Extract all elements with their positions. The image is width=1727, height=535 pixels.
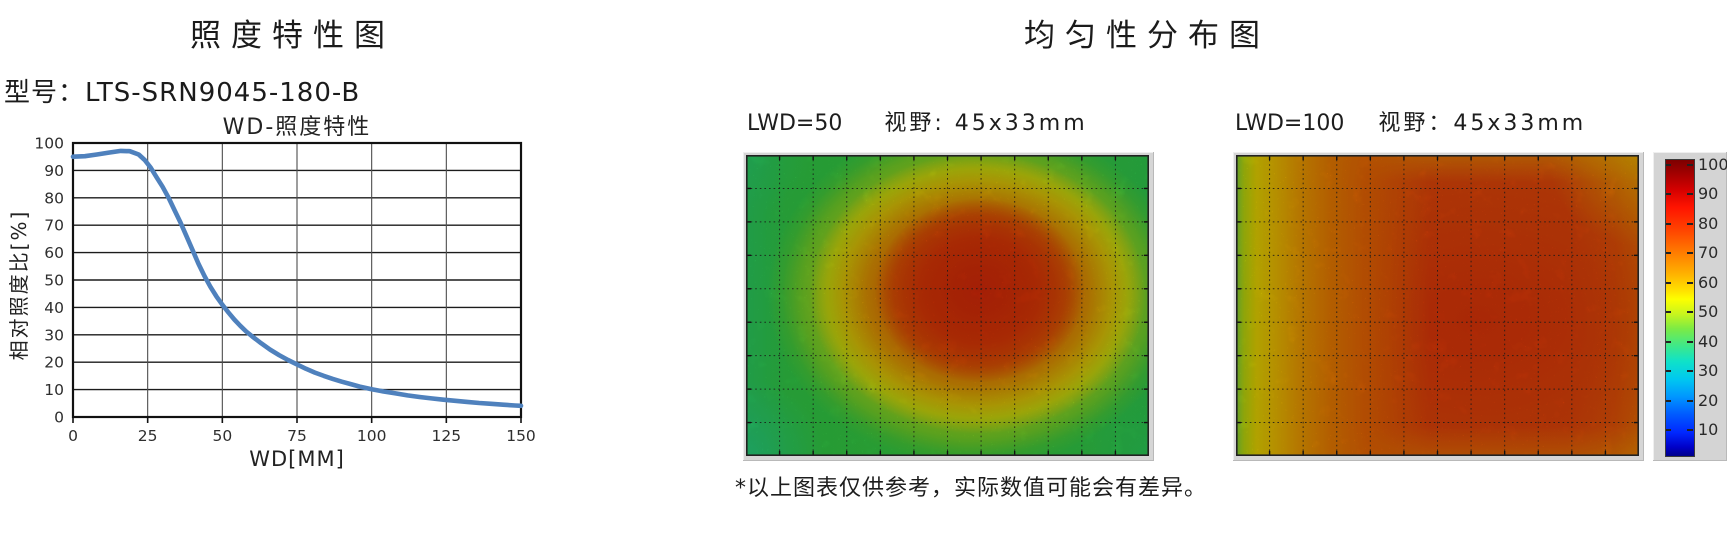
illuminance-curve-group — [70, 148, 524, 409]
right-section-title: 均匀性分布图 — [1024, 18, 1270, 54]
heatmap2-lwd-label: LWD=100 — [1235, 111, 1345, 136]
disclaimer-note: *以上图表仅供参考，实际数值可能会有差异。 — [735, 476, 1208, 501]
heatmap1-fov-label: 视野: 45x33mm — [884, 111, 1088, 136]
colorbar-tick-mark — [1687, 164, 1693, 166]
colorbar-tick-label: 20 — [1698, 390, 1719, 410]
colorbar-tick-mark — [1687, 222, 1693, 225]
heatmap-border — [1236, 155, 1639, 456]
x-tick-label: 125 — [432, 427, 462, 445]
y-tick-label: 40 — [44, 299, 64, 317]
x-tick-label: 50 — [212, 427, 232, 445]
colorbar-tick-mark — [1666, 370, 1671, 373]
heatmap-lwd50-grid — [746, 155, 1149, 456]
colorbar-gradient — [1665, 159, 1695, 457]
illuminance-curve — [70, 148, 524, 409]
colorbar-tick-label: 50 — [1698, 302, 1719, 322]
colorbar-tick-label: 100 — [1698, 155, 1727, 174]
heatmap1-label-row: LWD=50 视野: 45x33mm — [747, 105, 1088, 137]
line-chart-title: WD-照度特性 — [222, 115, 372, 140]
colorbar-tick-mark — [1666, 252, 1671, 255]
colorbar-tick-mark — [1666, 311, 1671, 314]
x-tick-label: 100 — [357, 427, 387, 445]
heatmap1-lwd-label: LWD=50 — [747, 111, 843, 136]
colorbar-tick-mark — [1666, 428, 1671, 431]
colorbar-tick-mark — [1666, 399, 1671, 402]
y-tick-label: 70 — [44, 217, 64, 235]
chart-gridlines — [71, 141, 523, 419]
heatmap2-label-row: LWD=100 视野：45x33mm — [1235, 105, 1586, 137]
heatmap-lwd50-noise — [746, 155, 1149, 456]
heatmap-lwd50-frame — [743, 152, 1154, 461]
colorbar-tick-mark — [1687, 428, 1693, 431]
chart-axis-ticks: 0 10 20 30 40 50 60 70 80 90 100 0 25 50 75 100 125 150 — [34, 135, 535, 446]
model-label: 型号：LTS-SRN9045-180-B — [4, 78, 361, 108]
colorbar-tick-label: 90 — [1698, 184, 1719, 204]
wd-illuminance-line-chart: 0 10 20 30 40 50 60 70 80 90 100 0 25 50 75 100 125 150 — [34, 135, 535, 446]
y-tick-label: 100 — [34, 135, 64, 153]
y-tick-label: 90 — [44, 162, 64, 180]
heatmap2-fov-label: 视野：45x33mm — [1378, 111, 1587, 136]
heatmap-lwd50 — [746, 155, 1149, 456]
colorbar-tick-mark — [1687, 340, 1693, 343]
left-section-title: 照度特性图 — [190, 18, 395, 54]
colorbar-tick-mark — [1666, 164, 1671, 166]
colorbar-tick-mark — [1666, 222, 1671, 225]
heatmap-lwd100-noise — [1236, 155, 1639, 456]
colorbar-tick-label: 60 — [1698, 272, 1719, 292]
colorbar-tick-mark — [1687, 252, 1693, 255]
heatmap-lwd100-frame — [1233, 152, 1644, 461]
colorbar-tick-mark — [1666, 281, 1671, 284]
x-tick-label: 25 — [138, 427, 158, 445]
x-tick-label: 75 — [287, 427, 307, 445]
colorbar-tick-mark — [1687, 399, 1693, 402]
colorbar-tick-label: 70 — [1698, 243, 1719, 263]
colorbar-tick-label: 40 — [1698, 331, 1719, 351]
colorbar-tick-mark — [1687, 281, 1693, 284]
colorbar-tick-mark — [1666, 340, 1671, 343]
y-tick-label: 30 — [44, 326, 64, 344]
x-tick-label: 0 — [68, 427, 78, 445]
colorbar-tick-mark — [1687, 193, 1693, 196]
heatmap-lwd100-grid — [1236, 155, 1639, 456]
heatmap-lwd100 — [1236, 155, 1639, 456]
colorbar-tick-mark — [1687, 311, 1693, 314]
y-tick-label: 20 — [44, 354, 64, 372]
y-tick-label: 50 — [44, 272, 64, 290]
x-axis-label: WD[MM] — [249, 447, 345, 471]
y-tick-label: 10 — [44, 381, 64, 399]
y-tick-label: 0 — [54, 409, 64, 427]
colorbar-tick-mark — [1666, 193, 1671, 196]
colorbar-tick-mark — [1687, 370, 1693, 373]
colorbar-tick-label: 10 — [1698, 419, 1719, 439]
colorbar-tick-label: 30 — [1698, 361, 1719, 381]
colorbar-panel: 100 90 80 70 60 50 40 30 20 10 — [1653, 152, 1727, 461]
x-tick-label: 150 — [506, 427, 536, 445]
heatmap-border — [746, 155, 1149, 456]
y-tick-label: 60 — [44, 244, 64, 262]
y-tick-label: 80 — [44, 189, 64, 207]
colorbar-tick-label: 80 — [1698, 213, 1719, 233]
